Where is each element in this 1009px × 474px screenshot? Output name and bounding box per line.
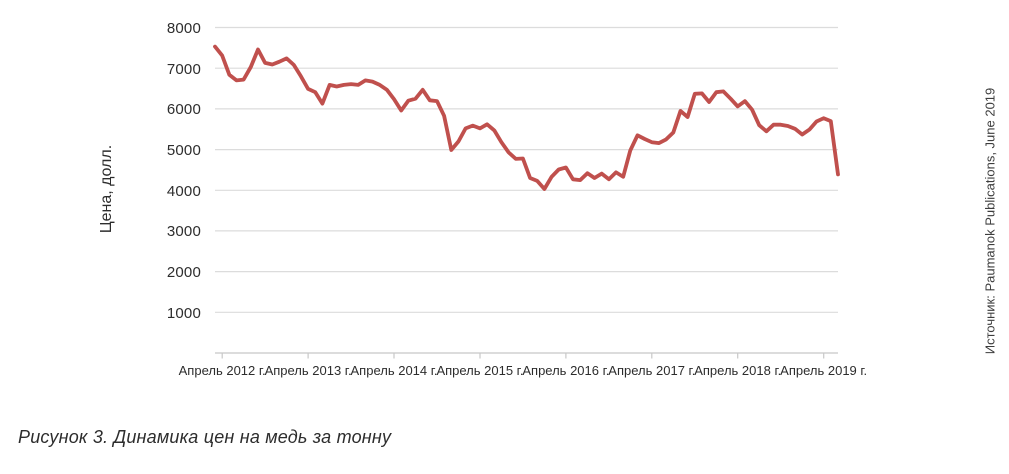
y-tick-label: 6000 [166, 101, 201, 119]
x-tick-label: Апрель 2017 г. [608, 363, 696, 378]
y-tick-label: 3000 [166, 223, 201, 241]
y-tick-label: 7000 [166, 60, 201, 78]
x-tick-label: Апрель 2015 г. [436, 363, 524, 378]
x-tick-label: Апрель 2016 г. [522, 363, 610, 378]
x-tick-label: Апрель 2013 г. [264, 363, 352, 378]
y-tick-label: 8000 [166, 20, 201, 37]
y-tick-label: 5000 [166, 142, 201, 160]
x-tick-label: Апрель 2012 г. [178, 363, 266, 378]
y-tick-label: 2000 [166, 264, 201, 282]
x-tick-label: Апрель 2014 г. [350, 363, 438, 378]
figure-caption: Рисунок 3. Динамика цен на медь за тонну [18, 427, 392, 447]
x-tick-label: Апрель 2018 г. [694, 363, 782, 378]
price-line [213, 44, 840, 191]
chart-plot-area [213, 26, 840, 359]
x-tick-label: Апрель 2019 г. [780, 363, 868, 378]
y-tick-label: 4000 [166, 182, 201, 200]
y-tick-label: 1000 [166, 304, 201, 322]
